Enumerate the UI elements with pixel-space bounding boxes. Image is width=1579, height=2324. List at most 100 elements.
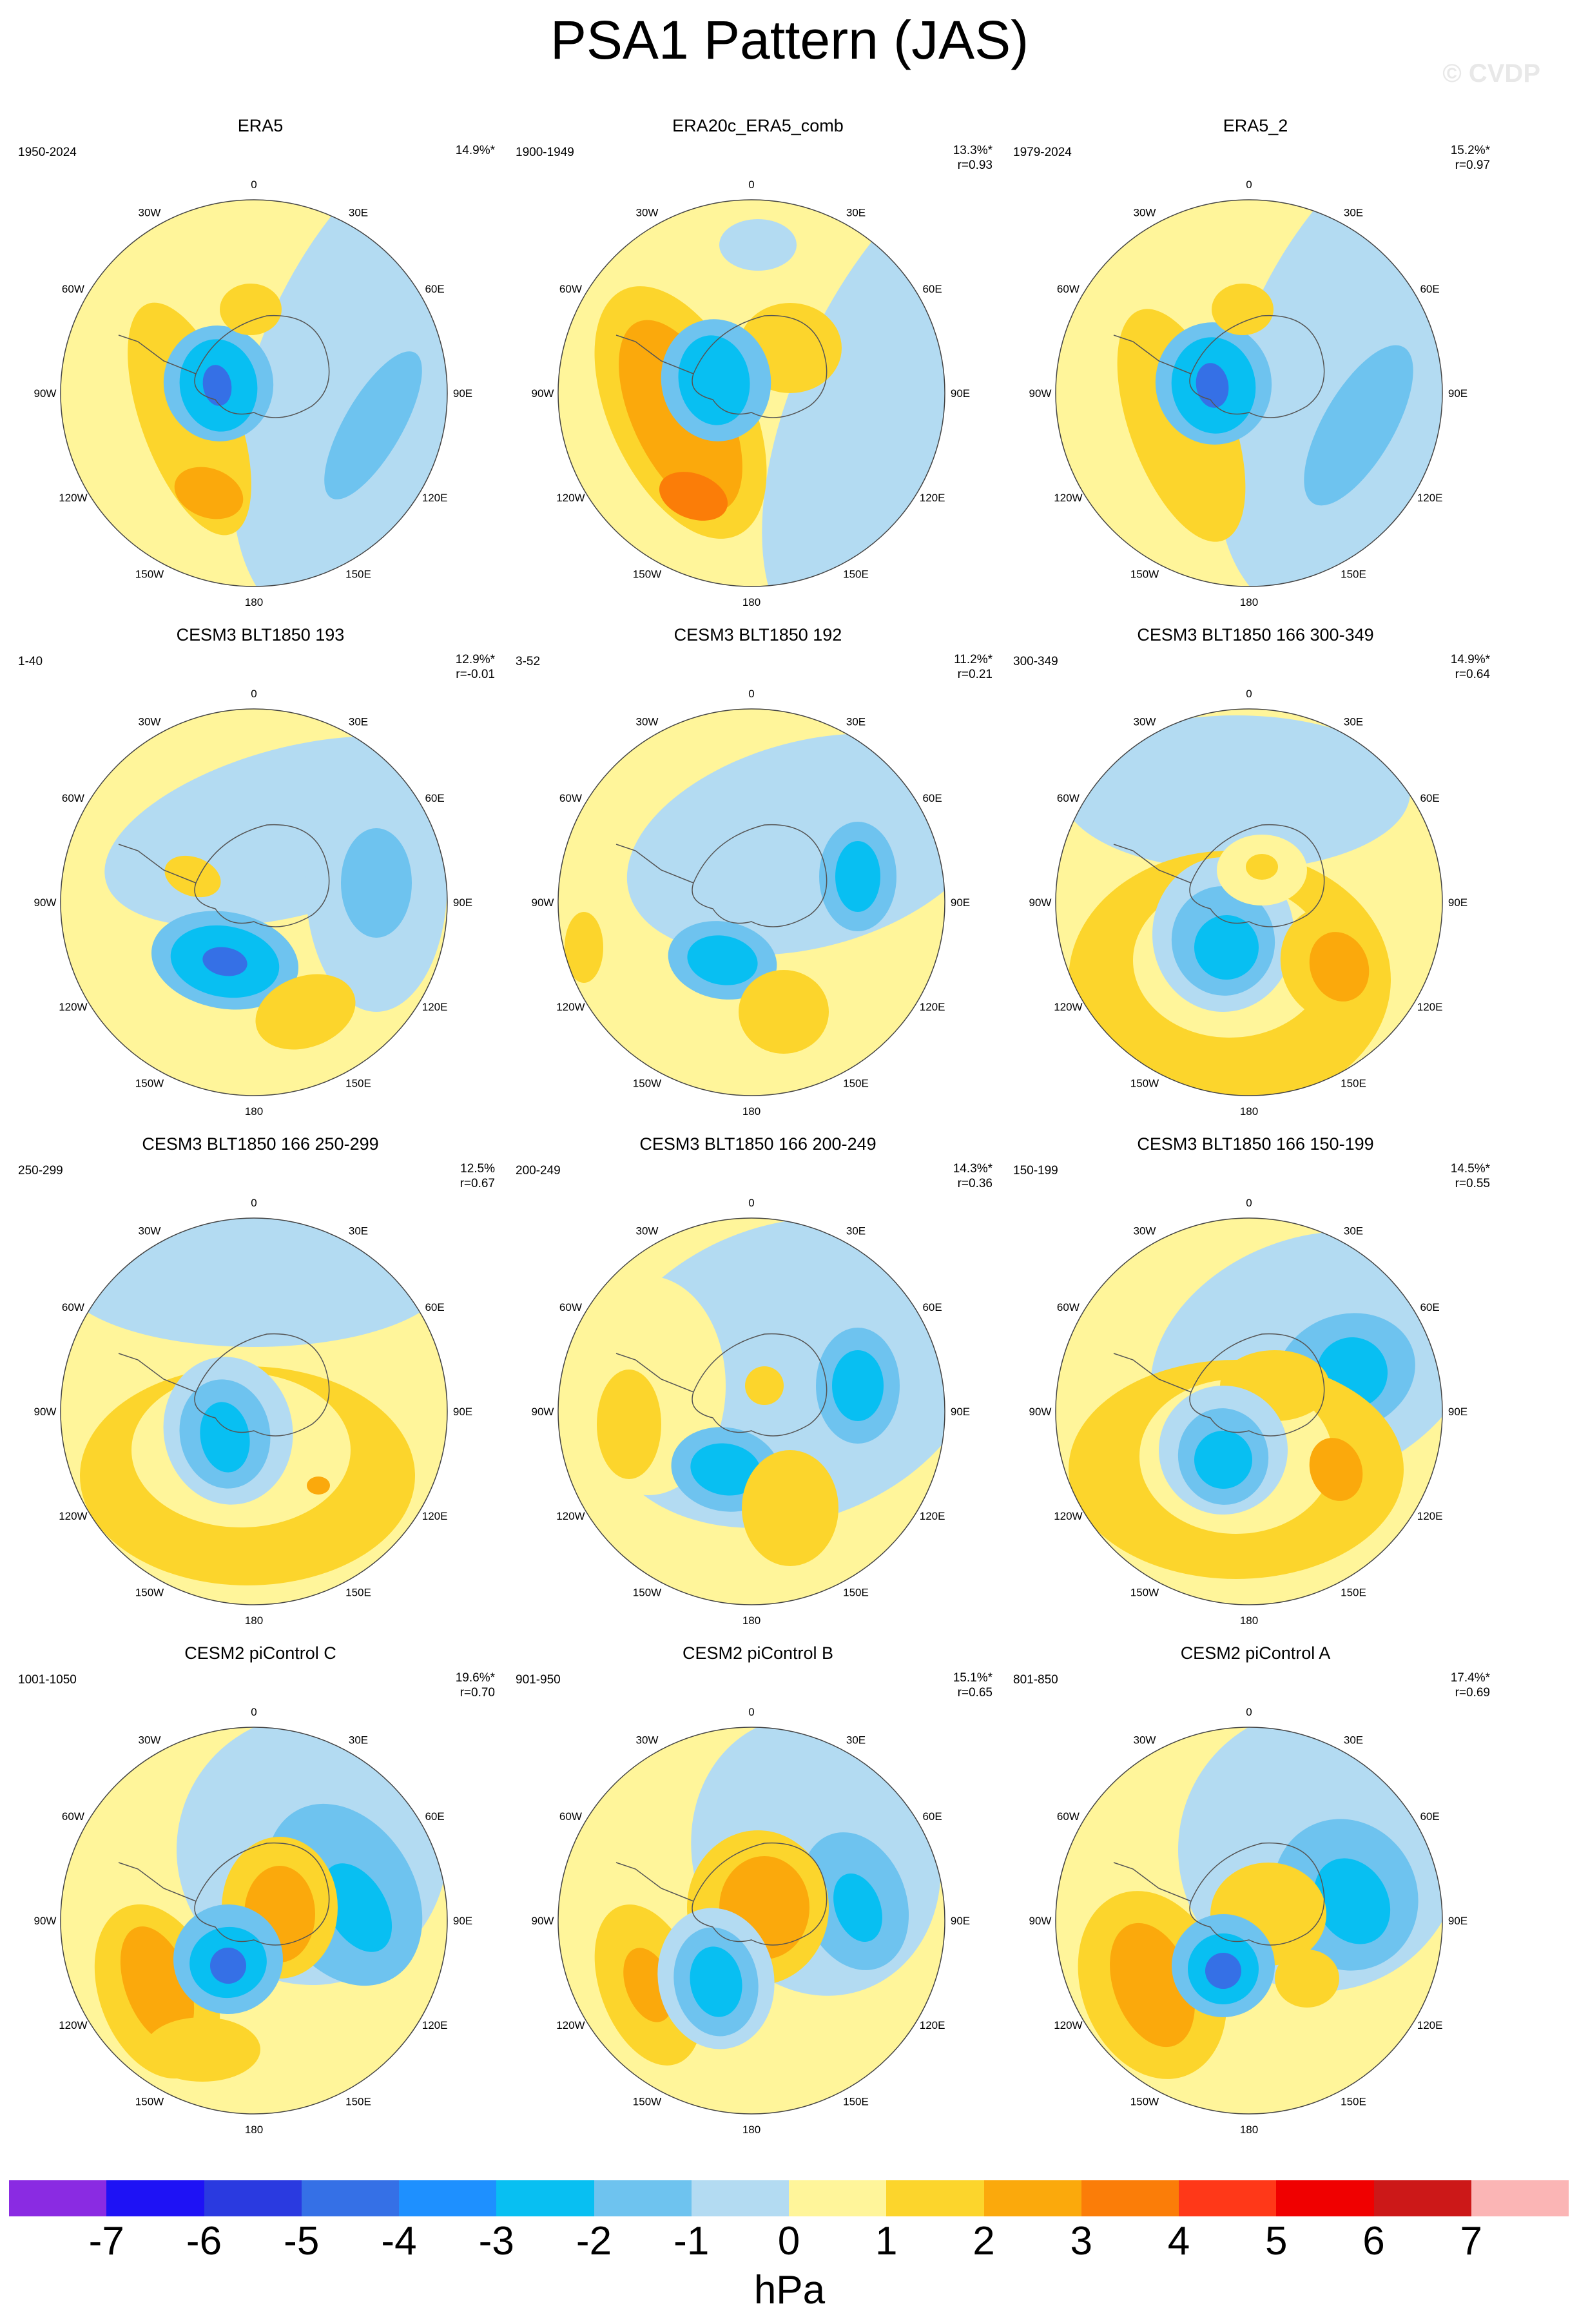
longitude-label: 90W xyxy=(34,1915,57,1927)
polar-map: 0 30E 60E 90E 120E 150E 180 150W 120W 90W 60W 30W xyxy=(34,179,473,608)
panel-variance: 17.4%* r=0.69 xyxy=(1451,1670,1490,1700)
panel-years: 901-950 xyxy=(516,1673,561,1687)
panel-variance: 14.9%* r=0.64 xyxy=(1451,652,1490,682)
map-panel: 0 30E 60E 90E 120E 150E 180 150W 120W 90W 60W 30W ER… xyxy=(9,110,512,619)
longitude-label: 180 xyxy=(1240,1614,1258,1627)
longitude-label: 90W xyxy=(34,387,57,400)
variance-percent: 14.9%* xyxy=(1450,653,1490,666)
longitude-label: 30E xyxy=(349,1734,368,1746)
panel-years: 150-199 xyxy=(1013,1164,1058,1177)
map-border xyxy=(1055,1217,1443,1605)
longitude-label: 0 xyxy=(748,688,754,700)
map-border xyxy=(557,199,945,587)
longitude-label: 0 xyxy=(1246,688,1252,700)
longitude-label: 90W xyxy=(34,896,57,909)
variance-percent: 14.9%* xyxy=(455,144,495,157)
colorbar-swatch xyxy=(983,2180,1081,2216)
contour-region xyxy=(324,351,422,499)
contour-region xyxy=(690,1946,742,2017)
longitude-label: 30W xyxy=(636,715,659,728)
contour-region xyxy=(200,1402,250,1473)
longitude-label: 30W xyxy=(1134,1225,1156,1237)
longitude-label: 60E xyxy=(922,792,942,804)
pattern-correlation: r=0.97 xyxy=(1455,159,1490,172)
colorbar-swatch xyxy=(9,2180,107,2216)
colorbar-swatch xyxy=(1471,2180,1569,2216)
colorbar-swatch xyxy=(789,2180,887,2216)
panel-variance: 15.1%* r=0.65 xyxy=(953,1670,993,1700)
polar-map: 0 30E 60E 90E 120E 150E 180 150W 120W 90W 60W 30W xyxy=(1029,1197,1468,1627)
panel-years: 250-299 xyxy=(18,1164,63,1177)
contour-region xyxy=(1275,1950,1339,2008)
longitude-label: 60E xyxy=(425,1810,444,1823)
variance-percent: 14.5%* xyxy=(1450,1162,1490,1176)
colorbar-swatch xyxy=(301,2180,399,2216)
longitude-label: 150W xyxy=(135,1587,164,1599)
longitude-label: 30E xyxy=(846,715,866,728)
colorbar-swatch xyxy=(886,2180,984,2216)
polar-map: 0 30E 60E 90E 120E 150E 180 150W 120W 90W 60W 30W xyxy=(532,179,971,608)
longitude-label: 60W xyxy=(1057,283,1080,295)
longitude-label: 60W xyxy=(1057,1810,1080,1823)
antarctica-coastline xyxy=(692,1842,828,1946)
panel-variance: 14.5%* r=0.55 xyxy=(1451,1161,1490,1191)
polar-map: 0 30E 60E 90E 120E 150E 180 150W 120W 90W 60W 30W xyxy=(532,688,971,1118)
longitude-label: 30W xyxy=(1134,715,1156,728)
map-border xyxy=(60,199,448,587)
panel-variance: 14.3%* r=0.36 xyxy=(953,1161,993,1191)
colorbar-tick-label: 6 xyxy=(1362,2219,1385,2263)
panel-title: CESM3 BLT1850 193 xyxy=(176,625,345,644)
longitude-label: 150E xyxy=(345,2096,371,2108)
longitude-label: 30W xyxy=(636,1225,659,1237)
map-border xyxy=(1055,708,1443,1096)
longitude-label: 0 xyxy=(251,1197,257,1209)
antarctica-coastline xyxy=(1189,315,1325,418)
longitude-label: 120W xyxy=(59,1001,87,1013)
polar-map: 0 30E 60E 90E 120E 150E 180 150W 120W 90W 60W 30W xyxy=(34,1706,473,2136)
longitude-label: 60E xyxy=(425,792,444,804)
pattern-correlation: r=0.65 xyxy=(957,1686,993,1699)
contour-region xyxy=(255,974,356,1050)
panel-variance: 15.2%* r=0.97 xyxy=(1451,143,1490,173)
colorbar-tick-label: -4 xyxy=(381,2219,417,2263)
longitude-label: 180 xyxy=(742,2124,760,2136)
longitude-label: 30E xyxy=(846,1734,866,1746)
contour-region xyxy=(626,733,945,955)
polar-map: 0 30E 60E 90E 120E 150E 180 150W 120W 90W 60W 30W xyxy=(34,688,473,1118)
longitude-label: 150E xyxy=(1341,2096,1366,2108)
pattern-correlation: r=0.93 xyxy=(957,159,993,172)
contour-region xyxy=(690,1443,761,1496)
contour-region xyxy=(833,1873,882,1942)
longitude-label: 120E xyxy=(422,1001,448,1013)
longitude-label: 180 xyxy=(742,596,760,608)
longitude-label: 0 xyxy=(748,1706,754,1718)
longitude-label: 0 xyxy=(1246,1706,1252,1718)
panel-title: ERA20c_ERA5_comb xyxy=(672,116,844,135)
map-panel: 0 30E 60E 90E 120E 150E 180 150W 120W 90W 60W 30W CE… xyxy=(9,1637,512,2146)
south-america-coastline xyxy=(615,1862,694,1902)
longitude-label: 120E xyxy=(422,2019,448,2031)
antarctica-coastline xyxy=(692,824,828,927)
colorbar-tick-label: -3 xyxy=(478,2219,514,2263)
longitude-label: 30E xyxy=(1344,1225,1363,1237)
panel-title: CESM3 BLT1850 166 200-249 xyxy=(639,1134,877,1154)
longitude-label: 90E xyxy=(951,1915,970,1927)
longitude-label: 0 xyxy=(251,1706,257,1718)
longitude-label: 60E xyxy=(922,1301,942,1313)
contour-region xyxy=(1194,915,1259,980)
longitude-label: 120W xyxy=(1054,1001,1082,1013)
map-panel: 0 30E 60E 90E 120E 150E 180 150W 120W 90W 60W 30W CE… xyxy=(507,1637,1009,2146)
longitude-label: 30E xyxy=(1344,206,1363,218)
contour-region xyxy=(144,2017,260,2082)
contour-region xyxy=(687,935,758,985)
colorbar-tick-label: -5 xyxy=(284,2219,320,2263)
longitude-label: 180 xyxy=(742,1105,760,1118)
longitude-label: 90E xyxy=(951,1406,970,1418)
south-america-coastline xyxy=(1113,844,1192,884)
longitude-label: 60E xyxy=(1420,792,1439,804)
variance-percent: 17.4%* xyxy=(1450,1671,1490,1685)
south-america-coastline xyxy=(1113,334,1192,374)
contour-region xyxy=(202,365,232,406)
pattern-correlation: r=0.21 xyxy=(957,668,993,681)
colorbar-swatch xyxy=(1373,2180,1471,2216)
